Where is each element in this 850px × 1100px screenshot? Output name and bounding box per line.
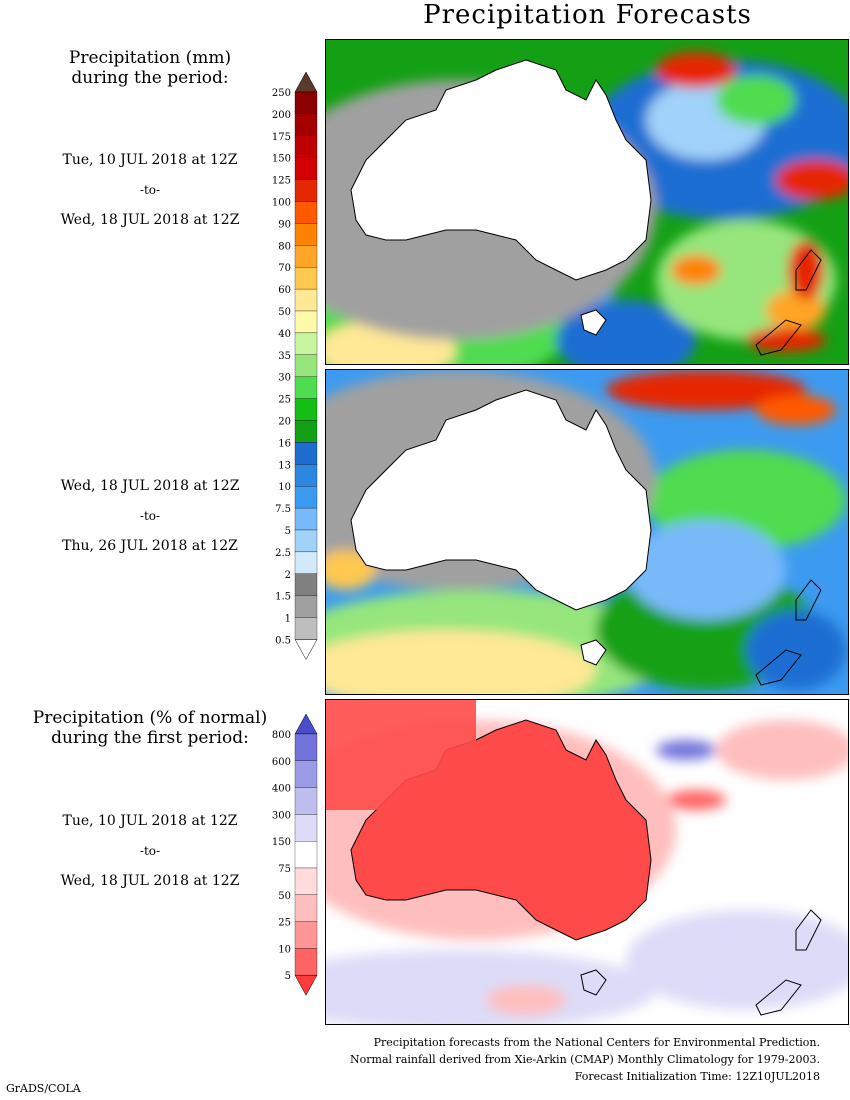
pct-colorbar-bottom-arrow: [294, 974, 318, 996]
pct-colorbar-tick-label: 25: [278, 918, 291, 929]
mm-colorbar-tick-label: 200: [272, 110, 291, 121]
mm-colorbar-swatch: [294, 354, 318, 377]
pct-colorbar-swatch: [294, 867, 318, 895]
mm-colorbar-swatch: [294, 551, 318, 574]
pct-colorbar-tick-label: 300: [272, 810, 291, 821]
mm-colorbar-swatch: [294, 91, 318, 115]
mm-colorbar-swatch: [294, 245, 318, 268]
mm-colorbar-swatch: [294, 398, 318, 421]
map-panel-period1: [325, 39, 849, 365]
mm-colorbar-swatch: [294, 201, 318, 224]
mm-colorbar-tick-label: 50: [278, 307, 291, 318]
page-title: Precipitation Forecasts: [423, 0, 752, 30]
mm-colorbar-tick-label: 5: [285, 526, 291, 537]
mm-colorbar-tick-label: 60: [278, 285, 291, 296]
mm-colorbar-swatch: [294, 310, 318, 334]
mm-colorbar-tick-label: 70: [278, 263, 291, 274]
precip-mm-colorbar: 2502001751501251009080706050403530252016…: [272, 71, 318, 661]
precip-pct-colorbar: 800 600 400 300 150 75 50 25 10 5: [272, 713, 318, 996]
mm-colorbar-swatch: [294, 157, 318, 180]
mm-colorbar-swatch: [294, 507, 318, 531]
pct-colorbar-swatch: [294, 894, 318, 922]
mm-colorbar-tick-label: 2.5: [275, 548, 291, 559]
mm-colorbar-tick-label: 0.5: [275, 636, 291, 647]
pct-colorbar-tick-label: 400: [272, 784, 291, 795]
mm-colorbar-tick-label: 25: [278, 395, 291, 406]
mm-colorbar-tick-label: 20: [278, 417, 291, 428]
map-panel-percent: [325, 699, 849, 1025]
panel2-end-date: Thu, 26 JUL 2018 at 12Z: [62, 538, 238, 554]
mm-colorbar-tick-label: 10: [278, 482, 291, 493]
pct-colorbar-swatch: [294, 841, 318, 869]
mm-colorbar-tick-label: 90: [278, 219, 291, 230]
mm-colorbar-swatch: [294, 529, 318, 553]
mm-colorbar-swatch: [294, 573, 318, 596]
panel1-end-date: Wed, 18 JUL 2018 at 12Z: [60, 212, 240, 228]
panel2-start-date: Wed, 18 JUL 2018 at 12Z: [60, 478, 240, 494]
mm-colorbar-tick-label: 16: [278, 438, 291, 449]
map-precip-period2: [326, 370, 848, 694]
panel3-separator: -to-: [139, 844, 161, 858]
mm-colorbar-swatch: [294, 420, 318, 443]
mm-colorbar-tick-label: 30: [278, 373, 291, 384]
mm-colorbar-swatch: [294, 376, 318, 399]
mm-colorbar-swatch: [294, 179, 318, 202]
mm-colorbar-bottom-arrow: [294, 639, 318, 661]
pct-colorbar-swatch: [294, 948, 318, 976]
mm-colorbar-swatch: [294, 267, 318, 290]
mm-colorbar-tick-label: 13: [278, 460, 291, 471]
mm-colorbar-tick-label: 2: [285, 570, 291, 581]
grads-credit: GrADS/COLA: [6, 1082, 81, 1095]
mm-colorbar-tick-label: 35: [278, 351, 291, 362]
pct-colorbar-tick-label: 600: [272, 757, 291, 768]
mm-colorbar-tick-label: 250: [272, 88, 291, 99]
panel3-end-date: Wed, 18 JUL 2018 at 12Z: [60, 873, 240, 889]
mm-colorbar-swatch: [294, 113, 318, 136]
mm-colorbar-swatch: [294, 332, 318, 355]
mm-colorbar-tick-label: 1: [285, 614, 291, 625]
pct-colorbar-swatch: [294, 814, 318, 842]
footer-init-time: Forecast Initialization Time: 12Z10JUL20…: [574, 1070, 820, 1083]
mm-colorbar-swatch: [294, 442, 318, 465]
panel3-start-date: Tue, 10 JUL 2018 at 12Z: [62, 813, 238, 829]
mm-colorbar-swatch: [294, 135, 318, 158]
pct-colorbar-swatch: [294, 921, 318, 949]
mm-colorbar-tick-label: 100: [272, 198, 291, 209]
mm-colorbar-tick-label: 7.5: [275, 504, 291, 515]
panel1-heading: Precipitation (mm) during the period:: [68, 48, 232, 88]
mm-colorbar-tick-label: 175: [272, 132, 291, 143]
mm-colorbar-swatch: [294, 617, 318, 640]
pct-colorbar-swatch: [294, 760, 318, 788]
panel3-heading: Precipitation (% of normal) during the f…: [32, 708, 268, 748]
map-panel-period2: [325, 369, 849, 695]
pct-colorbar-top-arrow: [294, 713, 318, 735]
pct-colorbar-swatch: [294, 787, 318, 815]
map-precip-percent: [326, 700, 848, 1024]
pct-colorbar-tick-label: 50: [278, 891, 291, 902]
pct-colorbar-tick-label: 800: [272, 730, 291, 741]
mm-colorbar-swatch: [294, 595, 318, 618]
panel1-separator: -to-: [139, 183, 161, 197]
mm-colorbar-tick-label: 40: [278, 329, 291, 340]
mm-colorbar-swatch: [294, 464, 318, 487]
mm-colorbar-swatch: [294, 486, 318, 509]
pct-colorbar-swatch: [294, 733, 318, 761]
pct-colorbar-tick-label: 75: [278, 864, 291, 875]
footer-source: Precipitation forecasts from the Nationa…: [373, 1036, 820, 1049]
pct-colorbar-tick-label: 150: [272, 837, 291, 848]
mm-colorbar-tick-label: 125: [272, 176, 291, 187]
footer-climatology: Normal rainfall derived from Xie-Arkin (…: [350, 1053, 820, 1066]
mm-colorbar-swatch: [294, 223, 318, 246]
map-precip-period1: [326, 40, 848, 364]
mm-colorbar-swatch: [294, 288, 318, 312]
pct-colorbar-tick-label: 10: [278, 944, 291, 955]
pct-colorbar-tick-label: 5: [285, 971, 291, 982]
panel2-separator: -to-: [139, 509, 161, 523]
mm-colorbar-top-arrow: [294, 71, 318, 93]
panel1-start-date: Tue, 10 JUL 2018 at 12Z: [62, 152, 238, 168]
mm-colorbar-tick-label: 1.5: [275, 592, 291, 603]
mm-colorbar-tick-label: 150: [272, 154, 291, 165]
mm-colorbar-tick-label: 80: [278, 241, 291, 252]
